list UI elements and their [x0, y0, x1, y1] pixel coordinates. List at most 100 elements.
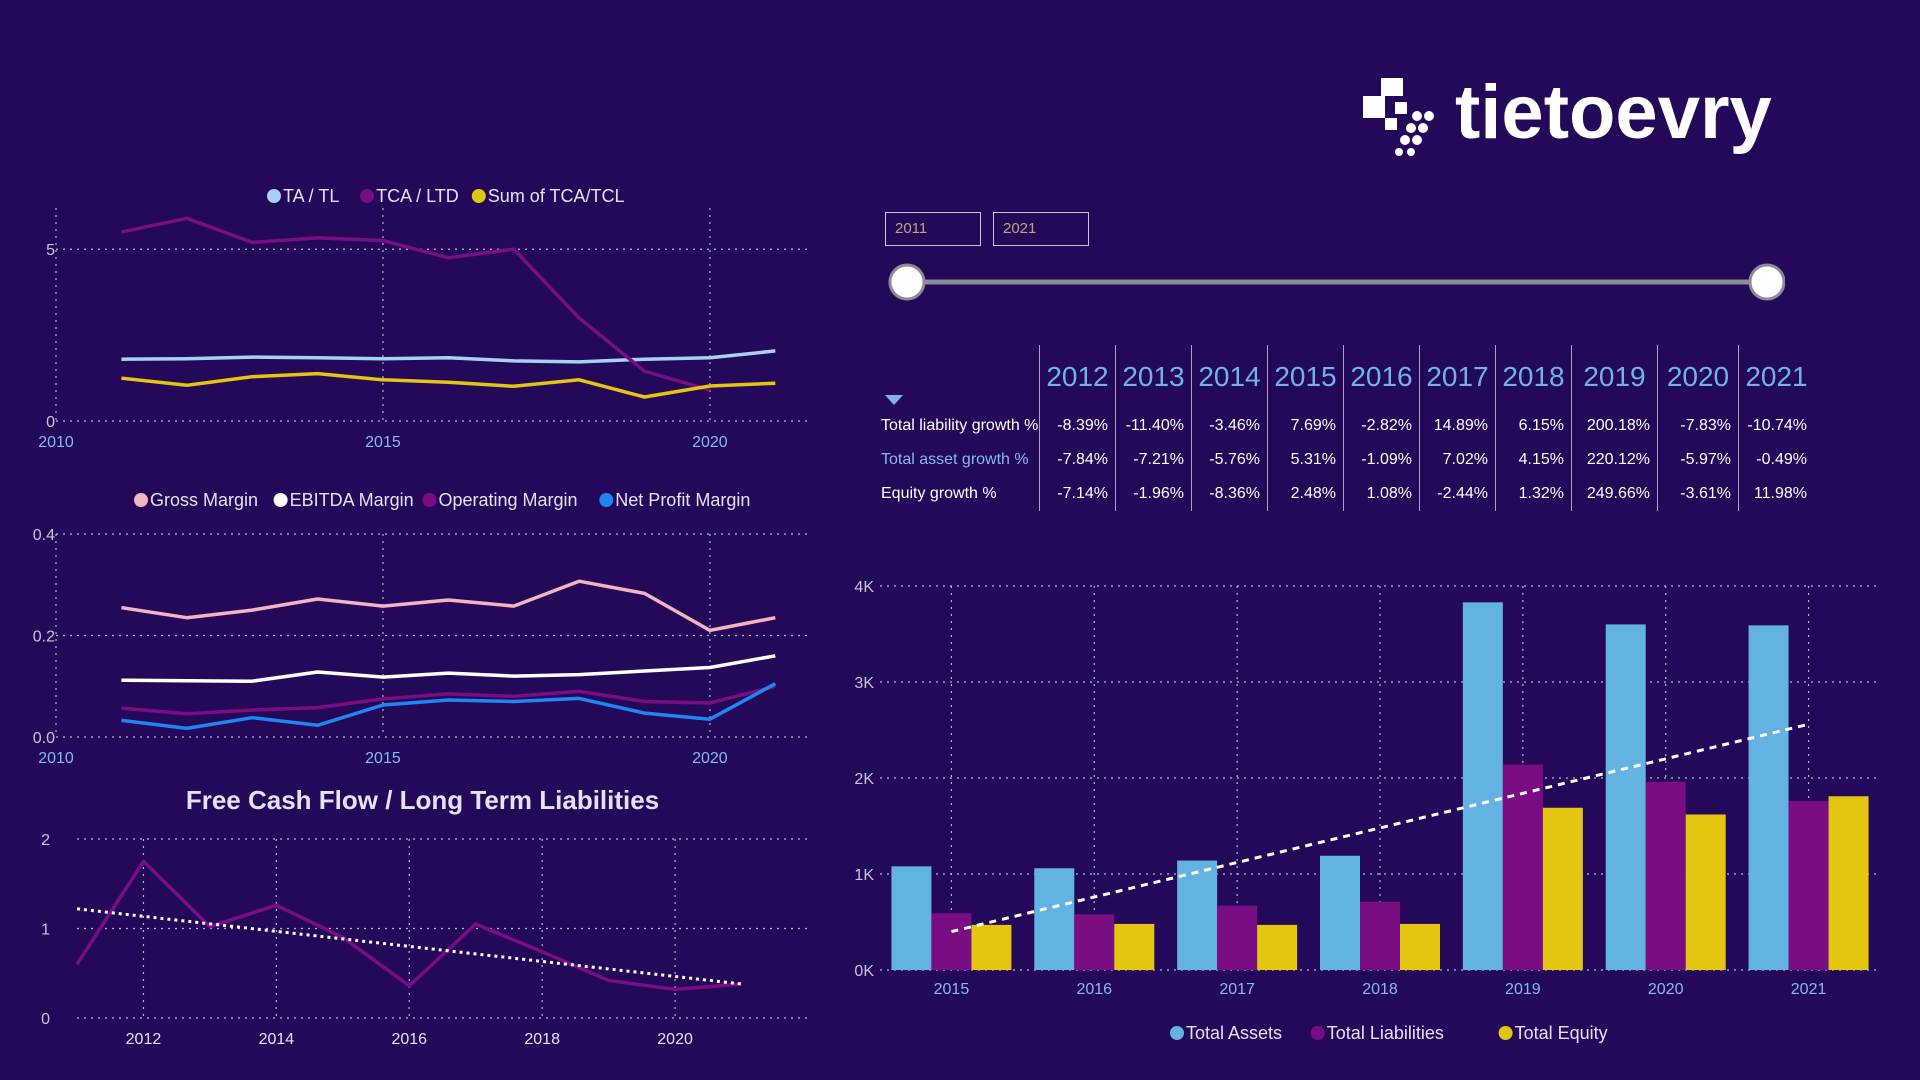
table-cell: -1.09%	[1343, 443, 1420, 477]
legend-label: Total Assets	[1186, 1023, 1282, 1043]
bar	[1400, 923, 1440, 970]
y-tick-label: 2K	[854, 771, 874, 788]
brand-name: tietoevry	[1455, 70, 1772, 155]
bar	[1788, 801, 1829, 970]
column-header[interactable]: 2013	[1115, 345, 1192, 409]
legend-marker	[134, 493, 148, 507]
bar	[931, 913, 972, 970]
column-header[interactable]: 2020	[1657, 345, 1739, 409]
tietoevry-logo-mark: tietoevry	[1363, 70, 1772, 156]
table-cell: -10.74%	[1738, 409, 1814, 443]
x-tick-label: 2018	[524, 1031, 560, 1048]
column-header[interactable]: 2018	[1495, 345, 1572, 409]
table-cell: 7.69%	[1267, 409, 1344, 443]
column-header[interactable]: 2014	[1191, 345, 1268, 409]
x-tick-label: 2015	[934, 981, 970, 998]
y-tick-label: 0.2	[33, 629, 55, 646]
table-cell: 7.02%	[1419, 443, 1496, 477]
chart-title: Free Cash Flow / Long Term Liabilities	[186, 785, 659, 815]
bar	[1542, 807, 1583, 970]
table-header-row: 2012 2013 2014 2015 2016 2017 2018 2019 …	[875, 345, 1814, 409]
bar	[1748, 625, 1789, 970]
table-cell: -5.97%	[1657, 443, 1739, 477]
table-cell: -7.21%	[1115, 443, 1192, 477]
table-cell: -7.84%	[1039, 443, 1116, 477]
y-tick-label: 0	[41, 1011, 50, 1028]
table-cell: -2.44%	[1419, 477, 1496, 511]
x-tick-label: 2018	[1362, 981, 1398, 998]
bar	[1320, 855, 1360, 970]
series-line	[121, 371, 776, 399]
legend-label: TA / TL	[283, 186, 339, 206]
series-line	[75, 859, 742, 992]
table-cell: 249.66%	[1571, 477, 1658, 511]
brand-logo: tietoevry	[1355, 70, 1805, 165]
column-header[interactable]: 2017	[1419, 345, 1496, 409]
column-header[interactable]: 2021	[1738, 345, 1814, 409]
trend-line	[951, 722, 1809, 934]
bar	[1217, 905, 1258, 970]
table-corner	[875, 345, 1040, 409]
legend-label: EBITDA Margin	[290, 490, 414, 510]
x-tick-label: 2020	[692, 750, 728, 767]
table-cell: -7.83%	[1657, 409, 1739, 443]
column-header[interactable]: 2019	[1571, 345, 1658, 409]
slider-start-handle[interactable]	[888, 263, 926, 301]
table-cell: -0.49%	[1738, 443, 1814, 477]
column-header[interactable]: 2012	[1039, 345, 1116, 409]
table-cell: 11.98%	[1738, 477, 1814, 511]
x-tick-label: 2015	[365, 434, 401, 451]
table-row: Total liability growth % -8.39% -11.40% …	[875, 409, 1814, 443]
legend-marker	[360, 189, 375, 203]
y-tick-label: 0.4	[33, 527, 55, 544]
table-cell: -1.96%	[1115, 477, 1192, 511]
bar	[1257, 924, 1298, 970]
table-cell: 14.89%	[1419, 409, 1496, 443]
series-line	[121, 349, 776, 364]
row-label: Total liability growth %	[881, 417, 1039, 434]
table-cell: -11.40%	[1115, 409, 1192, 443]
table-cell: 6.15%	[1495, 409, 1572, 443]
legend-label: Net Profit Margin	[615, 490, 750, 510]
table-row: Equity growth % -7.14% -1.96% -8.36% 2.4…	[875, 477, 1814, 511]
bar	[1360, 901, 1400, 970]
fcf-line-chart: Free Cash Flow / Long Term Liabilities 0 1…	[41, 785, 808, 1048]
table-cell: -2.82%	[1343, 409, 1420, 443]
column-header[interactable]: 2016	[1343, 345, 1420, 409]
table-cell: 200.18%	[1571, 409, 1658, 443]
bar	[1502, 764, 1543, 970]
series-line	[121, 216, 711, 392]
bar	[1645, 781, 1686, 970]
x-tick-label: 2019	[1505, 981, 1541, 998]
y-tick-label: 5	[46, 242, 55, 259]
balance-bar-chart: 0K 1K 2K 3K 4K 2015 2016 2017 2018 2019 2020 2021 To…	[854, 579, 1880, 1043]
year-range-slider[interactable]	[885, 262, 1785, 302]
sort-arrow-icon[interactable]	[885, 395, 903, 405]
y-tick-label: 1K	[854, 867, 874, 884]
end-year-input[interactable]: 2021	[993, 212, 1089, 246]
x-tick-label: 2016	[391, 1031, 427, 1048]
y-tick-label: 0K	[854, 963, 874, 980]
margins-line-chart: Gross Margin EBITDA Margin Operating Margi…	[33, 490, 808, 767]
legend-label: Sum of TCA/TCL	[488, 186, 625, 206]
table-cell: -8.36%	[1191, 477, 1268, 511]
table-cell: -8.39%	[1039, 409, 1116, 443]
series-line	[121, 579, 776, 633]
table-cell: 4.15%	[1495, 443, 1572, 477]
legend-label: TCA / LTD	[376, 186, 459, 206]
start-year-input[interactable]: 2011	[885, 212, 981, 246]
slider-end-handle[interactable]	[1748, 263, 1785, 301]
row-label: Total asset growth %	[881, 451, 1029, 468]
column-header[interactable]: 2015	[1267, 345, 1344, 409]
y-tick-label: 4K	[854, 579, 874, 596]
table-cell: 220.12%	[1571, 443, 1658, 477]
legend-marker	[1170, 1026, 1184, 1040]
bar	[971, 924, 1012, 970]
x-tick-label: 2017	[1219, 981, 1255, 998]
bar	[1114, 923, 1155, 970]
x-tick-label: 2021	[1791, 981, 1827, 998]
legend-label: Total Liabilities	[1327, 1023, 1444, 1043]
y-tick-label: 2	[41, 832, 50, 849]
legend-marker	[267, 189, 281, 203]
legend-marker	[599, 493, 614, 507]
